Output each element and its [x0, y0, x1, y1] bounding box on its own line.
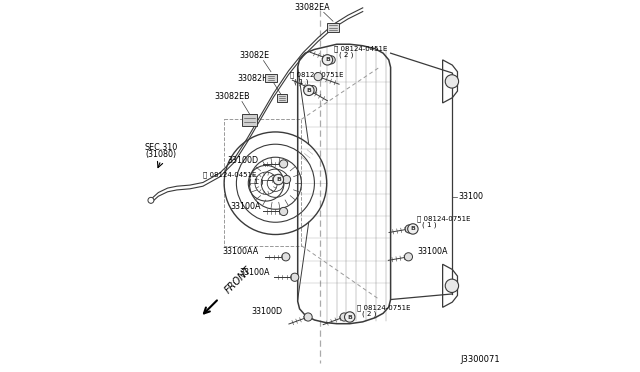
Text: 33100A: 33100A — [230, 202, 260, 211]
Circle shape — [291, 273, 299, 281]
Text: 33100: 33100 — [458, 192, 483, 201]
Circle shape — [304, 86, 312, 94]
Text: Ⓑ 08124-0451E: Ⓑ 08124-0451E — [334, 45, 387, 52]
Bar — [327, 23, 339, 32]
Circle shape — [445, 75, 459, 88]
Text: B: B — [307, 88, 311, 93]
Text: B: B — [348, 314, 352, 320]
Text: Ⓑ 08124-0751E: Ⓑ 08124-0751E — [289, 72, 343, 78]
Text: J3300071: J3300071 — [461, 355, 500, 364]
Circle shape — [282, 253, 290, 261]
Text: ( 2 ): ( 2 ) — [339, 51, 353, 58]
Text: ( 1 ): ( 1 ) — [249, 178, 264, 185]
Circle shape — [340, 313, 348, 321]
Circle shape — [327, 56, 335, 64]
Text: 33082EB: 33082EB — [215, 92, 250, 101]
Text: Ⓑ 08124-0451E: Ⓑ 08124-0451E — [204, 172, 257, 178]
Circle shape — [148, 198, 154, 203]
Text: 33100D: 33100D — [251, 307, 282, 316]
Bar — [242, 114, 257, 126]
Text: ( 1 ): ( 1 ) — [422, 221, 436, 228]
Circle shape — [344, 312, 355, 322]
Text: 33100A: 33100A — [239, 268, 270, 277]
Bar — [276, 94, 287, 102]
Text: FRONT: FRONT — [223, 265, 253, 296]
Text: SEC.310: SEC.310 — [145, 143, 177, 152]
Text: Ⓑ 08124-0751E: Ⓑ 08124-0751E — [417, 215, 471, 221]
Text: B: B — [276, 177, 281, 182]
Text: ( 2 ): ( 2 ) — [362, 311, 376, 317]
Text: 33100A: 33100A — [417, 247, 448, 256]
Circle shape — [322, 55, 333, 65]
Text: 33082E: 33082E — [240, 51, 270, 60]
Text: 33082H: 33082H — [237, 74, 268, 83]
Circle shape — [445, 279, 459, 292]
Circle shape — [408, 224, 418, 234]
Text: 33082EA: 33082EA — [295, 3, 330, 12]
Bar — [265, 74, 276, 82]
Circle shape — [280, 207, 287, 215]
Text: B: B — [410, 227, 415, 231]
Text: 33100D: 33100D — [227, 157, 259, 166]
Text: 33100AA: 33100AA — [223, 247, 259, 256]
Text: Ⓑ 08124-0751E: Ⓑ 08124-0751E — [357, 304, 411, 311]
Circle shape — [280, 160, 287, 168]
Circle shape — [308, 86, 317, 94]
Circle shape — [314, 73, 322, 81]
Circle shape — [282, 176, 291, 184]
Text: (31080): (31080) — [145, 150, 177, 160]
Circle shape — [303, 85, 314, 96]
Circle shape — [273, 174, 284, 185]
Circle shape — [304, 313, 312, 321]
Circle shape — [405, 225, 413, 233]
Circle shape — [404, 253, 413, 261]
Text: B: B — [325, 57, 330, 62]
Text: ( 1 ): ( 1 ) — [294, 78, 308, 85]
